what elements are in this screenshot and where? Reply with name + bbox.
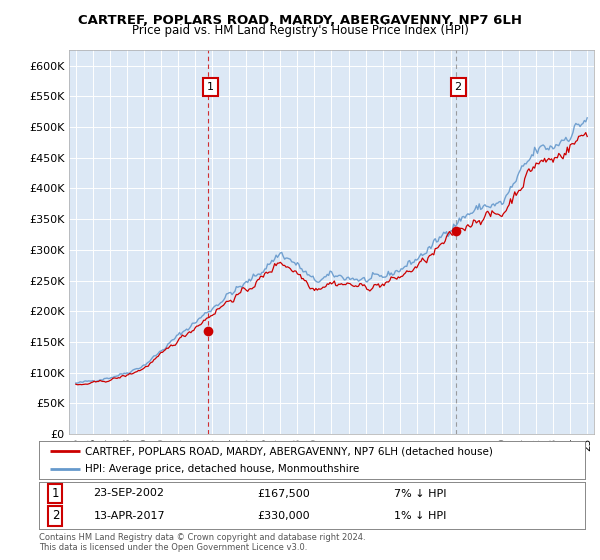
Text: 7% ↓ HPI: 7% ↓ HPI xyxy=(394,488,446,498)
Text: This data is licensed under the Open Government Licence v3.0.: This data is licensed under the Open Gov… xyxy=(39,543,307,552)
Text: 1: 1 xyxy=(206,82,214,92)
Text: CARTREF, POPLARS ROAD, MARDY, ABERGAVENNY, NP7 6LH (detached house): CARTREF, POPLARS ROAD, MARDY, ABERGAVENN… xyxy=(85,446,493,456)
Text: 2: 2 xyxy=(52,510,59,522)
Text: 1% ↓ HPI: 1% ↓ HPI xyxy=(394,511,446,521)
Text: Price paid vs. HM Land Registry's House Price Index (HPI): Price paid vs. HM Land Registry's House … xyxy=(131,24,469,36)
Text: 2: 2 xyxy=(455,82,462,92)
Text: CARTREF, POPLARS ROAD, MARDY, ABERGAVENNY, NP7 6LH: CARTREF, POPLARS ROAD, MARDY, ABERGAVENN… xyxy=(78,14,522,27)
Text: £167,500: £167,500 xyxy=(257,488,310,498)
Text: 13-APR-2017: 13-APR-2017 xyxy=(94,511,165,521)
Text: Contains HM Land Registry data © Crown copyright and database right 2024.: Contains HM Land Registry data © Crown c… xyxy=(39,533,365,542)
Text: HPI: Average price, detached house, Monmouthshire: HPI: Average price, detached house, Monm… xyxy=(85,464,359,474)
Text: 1: 1 xyxy=(52,487,59,500)
Text: £330,000: £330,000 xyxy=(257,511,310,521)
Text: 23-SEP-2002: 23-SEP-2002 xyxy=(94,488,164,498)
